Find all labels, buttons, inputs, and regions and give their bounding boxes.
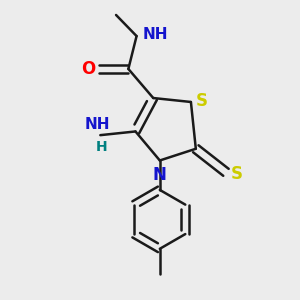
Text: N: N bbox=[153, 166, 167, 184]
Text: O: O bbox=[81, 60, 95, 78]
Text: H: H bbox=[96, 140, 108, 154]
Text: S: S bbox=[196, 92, 208, 110]
Text: NH: NH bbox=[142, 27, 168, 42]
Text: NH: NH bbox=[85, 117, 110, 132]
Text: S: S bbox=[230, 165, 242, 183]
